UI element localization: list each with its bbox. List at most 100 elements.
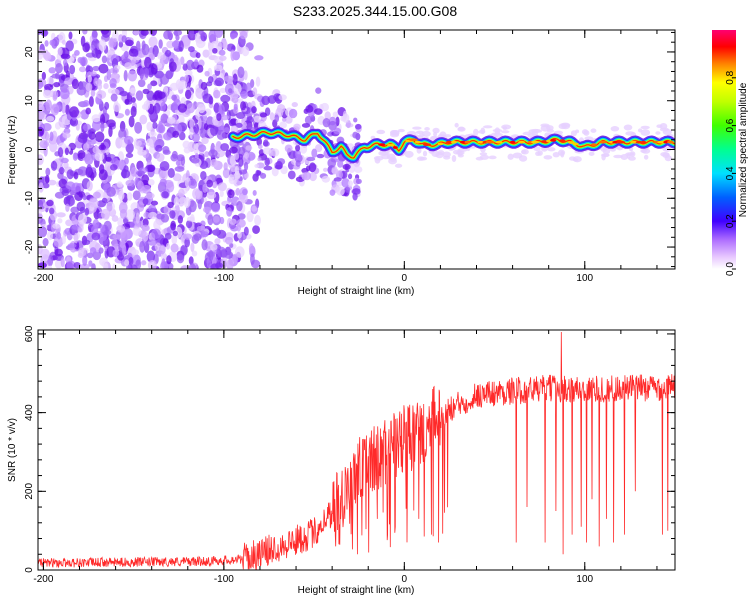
- colorbar-gradient: [712, 30, 736, 269]
- noise-blob: [159, 169, 168, 181]
- noise-blob: [98, 247, 104, 254]
- haze-blob: [572, 158, 579, 162]
- noise-blob: [100, 208, 111, 220]
- haze-blob: [394, 163, 403, 168]
- haze-blob: [546, 129, 555, 133]
- haze-blob: [488, 155, 497, 160]
- noise-blob: [109, 67, 120, 74]
- noise-blob: [239, 192, 248, 204]
- noise-blob: [190, 157, 200, 164]
- noise-blob: [125, 179, 133, 187]
- noise-blob: [189, 118, 194, 129]
- noise-blob: [76, 85, 87, 96]
- noise-blob: [128, 115, 135, 128]
- noise-blob: [117, 217, 124, 228]
- noise-blob: [170, 243, 179, 253]
- noise-blob: [190, 242, 195, 253]
- noise-blob: [226, 259, 234, 269]
- noise-blob: [99, 114, 106, 125]
- noise-blob: [252, 87, 258, 96]
- spectrogram-y-axis: -20 -10 0 10 20: [24, 31, 675, 268]
- noise-blob: [110, 93, 118, 102]
- noise-blob: [92, 65, 100, 72]
- noise-blob: [341, 177, 350, 188]
- noise-blob: [199, 127, 208, 139]
- noise-blob: [103, 83, 109, 90]
- noise-blob: [196, 64, 204, 73]
- noise-blob: [276, 104, 286, 113]
- ridge-peak: [378, 143, 386, 147]
- snr-y-axis: 0 200 400 600: [24, 325, 675, 573]
- noise-blob: [218, 55, 227, 61]
- noise-blob: [269, 112, 275, 121]
- noise-blob: [163, 30, 172, 40]
- noise-blob: [236, 219, 246, 228]
- noise-blob: [288, 150, 297, 160]
- ridge-peak: [546, 139, 552, 143]
- noise-blob: [263, 139, 269, 147]
- ridge-peak: [590, 143, 597, 147]
- noise-blob: [69, 64, 76, 75]
- noise-blob: [147, 131, 157, 137]
- noise-blob: [169, 210, 176, 219]
- noise-blob: [73, 232, 79, 244]
- noise-blob: [44, 40, 49, 47]
- noise-blob: [223, 75, 234, 82]
- noise-blob: [87, 129, 93, 138]
- noise-blob: [168, 61, 177, 72]
- noise-blob: [45, 99, 53, 112]
- noise-blob: [182, 140, 191, 149]
- noise-blob: [160, 54, 167, 61]
- haze-blob: [478, 129, 486, 134]
- noise-blob: [354, 123, 362, 130]
- noise-blob: [216, 246, 227, 258]
- noise-blob: [219, 216, 225, 225]
- noise-blob: [52, 223, 61, 229]
- noise-blob: [57, 218, 63, 224]
- noise-blob: [100, 122, 105, 133]
- noise-blob: [109, 78, 117, 88]
- haze-blob: [543, 155, 553, 160]
- noise-blob: [220, 94, 231, 103]
- ridge-peak: [464, 140, 471, 144]
- noise-blob: [93, 77, 99, 87]
- ridge-peak: [408, 138, 418, 142]
- noise-blob: [178, 80, 188, 90]
- noise-blob: [188, 263, 196, 269]
- noise-blob: [333, 127, 342, 135]
- haze-blob: [623, 124, 633, 131]
- noise-blob: [106, 119, 116, 128]
- noise-blob: [169, 82, 179, 91]
- noise-blob: [274, 164, 283, 170]
- ridge-peak: [450, 140, 458, 144]
- snr-frame: [37, 329, 676, 571]
- noise-blob: [57, 47, 63, 56]
- noise-blob: [91, 30, 98, 38]
- noise-blob: [193, 123, 200, 134]
- noise-blob: [83, 143, 90, 151]
- noise-blob: [104, 160, 113, 173]
- noise-blob: [88, 198, 99, 208]
- noise-blob: [164, 49, 172, 57]
- noise-blob: [182, 233, 193, 240]
- noise-blob: [174, 166, 185, 172]
- ridge-peak: [422, 143, 431, 147]
- noise-blob: [193, 143, 200, 155]
- noise-blob: [111, 215, 119, 222]
- noise-blob: [324, 111, 331, 120]
- noise-blob: [333, 177, 342, 182]
- haze-blob: [522, 131, 533, 136]
- noise-blob: [220, 143, 230, 152]
- noise-blob: [46, 199, 54, 207]
- noise-blob: [248, 243, 254, 254]
- noise-blob: [38, 182, 44, 193]
- noise-blob: [178, 40, 184, 52]
- noise-blob: [259, 172, 267, 179]
- noise-blob: [240, 101, 247, 111]
- noise-blob: [354, 166, 363, 173]
- noise-blob: [160, 213, 170, 223]
- noise-blob: [42, 122, 52, 132]
- noise-blob: [173, 196, 180, 207]
- ridge-peak: [598, 140, 607, 144]
